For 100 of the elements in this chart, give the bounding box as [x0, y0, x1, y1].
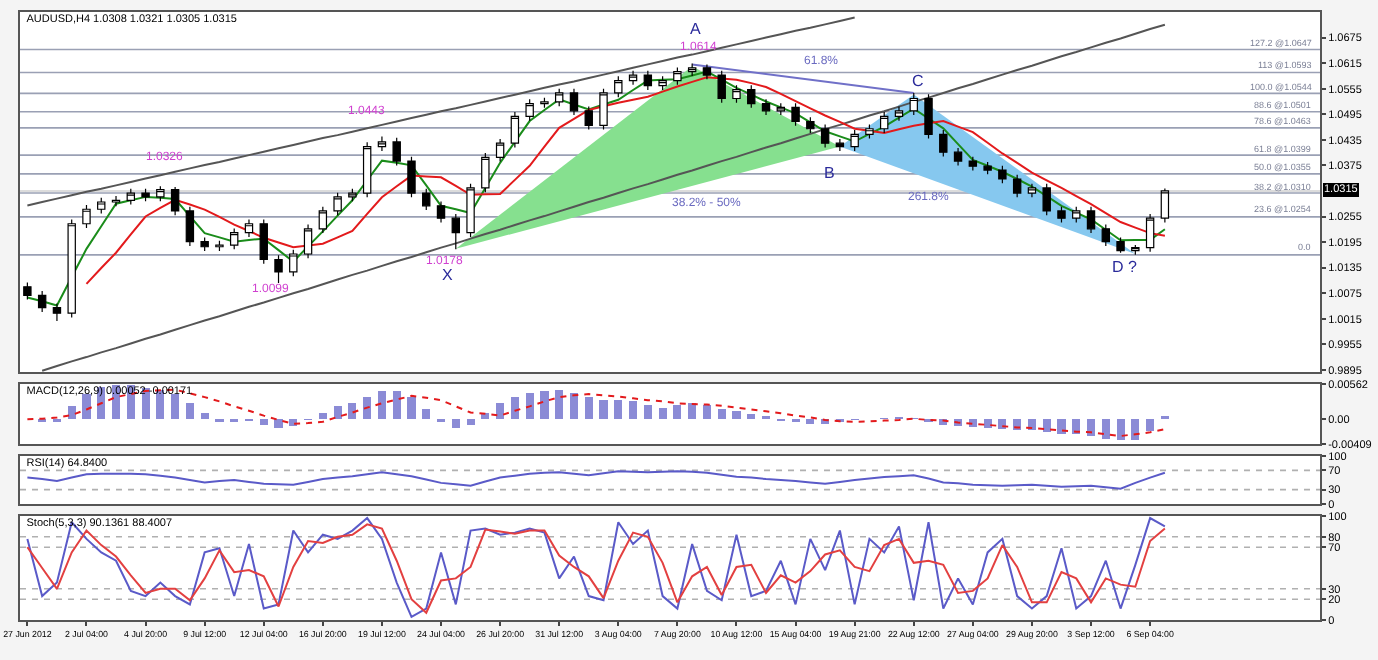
candlestick [200, 236, 209, 252]
candlestick [1042, 183, 1051, 216]
candlestick [67, 218, 76, 319]
bar [717, 409, 726, 419]
bar [643, 405, 652, 419]
bar [614, 400, 623, 419]
bar [185, 403, 194, 419]
bar [747, 413, 756, 419]
candlestick [510, 111, 520, 149]
bar [407, 397, 416, 419]
candlestick [569, 88, 579, 116]
bar [540, 390, 549, 419]
line-series [26, 388, 1166, 438]
candlestick [97, 197, 106, 215]
bar [392, 390, 401, 419]
candlestick [1072, 206, 1081, 224]
candlestick [333, 192, 342, 216]
candlestick [850, 129, 859, 152]
candlestick [303, 224, 313, 259]
bar [466, 418, 475, 425]
bar [983, 418, 992, 428]
candlestick [717, 70, 726, 104]
bar [274, 418, 283, 428]
bar [1101, 418, 1110, 439]
candlestick [52, 302, 62, 322]
annotation: B [824, 164, 835, 182]
candlestick [436, 200, 446, 224]
candlestick [37, 290, 47, 313]
bar [510, 397, 519, 419]
line-series [26, 16, 856, 207]
bar [555, 390, 564, 419]
candlestick [1131, 244, 1140, 256]
bar [1086, 418, 1096, 437]
candlestick [820, 123, 830, 149]
candlestick [894, 105, 904, 122]
candlestick [1116, 236, 1125, 254]
bar [377, 390, 386, 419]
bar [318, 412, 327, 419]
bar [200, 412, 209, 419]
candlestick [259, 218, 268, 265]
candlestick [1057, 206, 1066, 224]
candlestick [747, 84, 756, 109]
candlestick [244, 218, 254, 238]
candlestick [215, 240, 224, 252]
candlestick [156, 185, 165, 202]
bar [259, 418, 268, 425]
annotation: D ? [1112, 258, 1138, 276]
annotation: X [442, 266, 454, 284]
candlestick [466, 183, 475, 238]
bar [1042, 418, 1051, 433]
candlestick [879, 111, 889, 134]
bar [171, 394, 180, 419]
candlestick [23, 281, 32, 301]
candlestick [658, 75, 667, 91]
candlestick [983, 161, 992, 175]
candlestick [953, 147, 963, 166]
bar [658, 407, 667, 419]
bar [67, 406, 76, 419]
bar [333, 406, 342, 419]
bar [1131, 418, 1140, 441]
candlestick [702, 63, 712, 80]
candlestick [643, 70, 653, 91]
candlestick [806, 116, 815, 134]
bar [82, 394, 91, 419]
bar [1146, 418, 1155, 432]
bar [422, 409, 431, 419]
candlestick [82, 204, 91, 229]
candlestick [141, 188, 150, 202]
bar [732, 411, 741, 419]
bar [806, 418, 815, 424]
candlestick [939, 129, 948, 158]
candlestick [274, 254, 283, 284]
candlestick [1160, 187, 1170, 224]
candlestick [362, 141, 372, 198]
candlestick [525, 98, 534, 122]
candlestick [687, 62, 697, 77]
candlestick [909, 92, 918, 116]
candlestick [540, 97, 549, 109]
candlestick [614, 75, 623, 98]
candlestick [185, 206, 195, 247]
bar [348, 403, 357, 419]
line-series [85, 76, 1166, 285]
bar [599, 400, 608, 419]
annotation: C [912, 72, 924, 90]
candlestick [924, 93, 933, 140]
candlestick [392, 137, 401, 166]
bar [451, 418, 460, 428]
bar [1116, 418, 1125, 441]
annotation: A [690, 20, 702, 38]
candlestick [407, 156, 416, 198]
candlestick [126, 188, 136, 206]
candlestick [451, 213, 461, 250]
bar [525, 392, 534, 419]
candlestick [998, 165, 1007, 184]
bar [702, 405, 711, 419]
bar [584, 397, 593, 419]
candlestick [1145, 213, 1155, 253]
bar [569, 392, 579, 419]
candlestick [673, 66, 682, 86]
line-series [26, 70, 1166, 307]
